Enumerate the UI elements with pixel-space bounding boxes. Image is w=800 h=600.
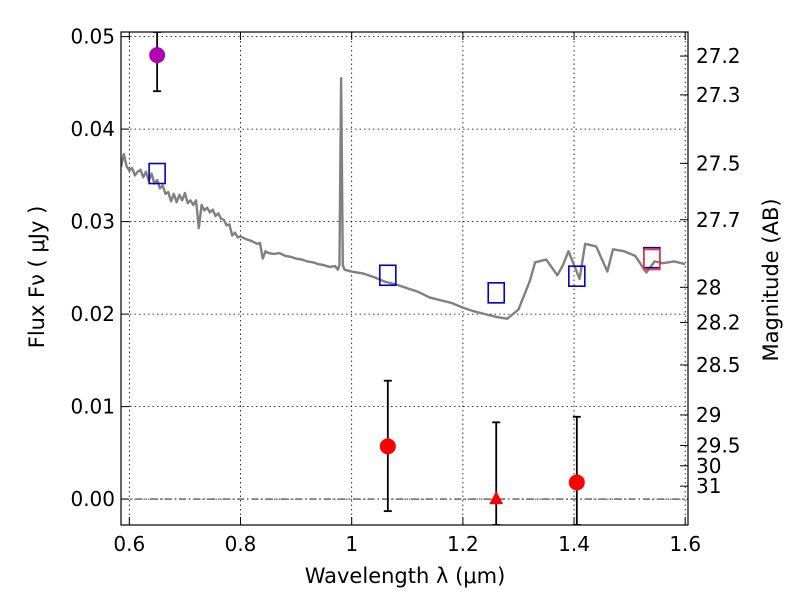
y2-tick-label: 27.2: [696, 44, 741, 68]
observed-flux-point: [149, 47, 166, 64]
x-tick-label: 1.4: [558, 532, 590, 556]
y-tick-label: 0.00: [70, 487, 115, 511]
plot-frame: [120, 31, 689, 526]
x-tick-label: 0.8: [225, 532, 257, 556]
plot-area: [121, 32, 686, 525]
model-photometry-square: [487, 282, 506, 304]
model-photometry-square: [568, 265, 586, 287]
x-tick-label: 1: [345, 532, 358, 556]
y2-tick-label: 30: [696, 454, 721, 478]
y-tick-label: 0.03: [70, 210, 115, 234]
y2-tick-label: 29: [696, 403, 721, 427]
upper-limit-triangle: [489, 491, 504, 505]
y2-tick-label: 31: [696, 474, 721, 498]
model-photometry-square: [643, 248, 661, 271]
model-spectrum-line: [121, 77, 686, 320]
y-tick-label: 0.02: [70, 302, 115, 326]
y-tick-label: 0.01: [70, 395, 115, 419]
y2-tick-label: 27.5: [696, 151, 741, 175]
y2-tick-label: 28.2: [696, 310, 741, 334]
plot-background: [121, 32, 688, 525]
y2-tick-label: 29.5: [696, 433, 741, 457]
y2-tick-label: 28: [696, 275, 721, 299]
y2-tick-label: 27.7: [696, 208, 741, 232]
x-axis-label: Wavelength λ (μm): [305, 564, 506, 588]
y2-tick-label: 28.5: [696, 353, 741, 377]
grid-lines: [121, 32, 688, 525]
x-tick-label: 1.6: [669, 532, 701, 556]
model-photometry-square: [148, 162, 166, 185]
observed-flux-point: [379, 438, 396, 455]
observed-flux-point: [568, 474, 585, 491]
y-tick-label: 0.04: [70, 117, 115, 141]
y-tick-label: 0.05: [70, 25, 115, 49]
x-tick-label: 0.6: [113, 532, 145, 556]
y2-tick-label: 27.3: [696, 83, 741, 107]
y2-axis-label: Magnitude (AB): [759, 198, 783, 361]
y-axis-label: Flux Fν ( μJy ): [25, 206, 49, 349]
model-photometry-square: [379, 264, 397, 287]
x-axis: 0.6 0.8 1 1.2 1.4 1.6: [113, 32, 701, 556]
x-tick-label: 1.2: [447, 532, 479, 556]
y-axis-left: 0.00 0.01 0.02 0.03 0.04 0.05: [70, 25, 129, 511]
